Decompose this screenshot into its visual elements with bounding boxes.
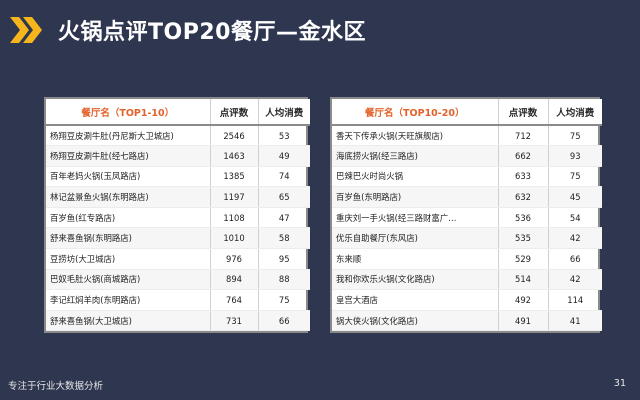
footer-tagline: 专注于行业大数据分析 [8,381,104,392]
restaurant-name: 舒来喜鱼锅(大卫城店) [46,310,210,332]
avg-spend: 114 [547,289,602,311]
column-header-reviews: 点评数 [497,99,548,126]
restaurant-name: 百岁鱼(东明路店) [332,186,498,208]
avg-spend: 58 [257,227,310,250]
restaurant-name: 皇宫大酒店 [332,289,498,311]
column-header-avg-spend: 人均消费 [547,99,602,126]
table-row: 巴辣巴火时尚火锅 633 75 [332,166,602,188]
review-count: 976 [209,248,258,270]
table-row: 百岁鱼(东明路店) 632 45 [332,186,602,208]
review-count: 1197 [209,186,258,208]
table-row: 巴奴毛肚火锅(商城路店) 894 88 [46,269,310,291]
table-row: 杨翔豆皮涮牛肚(经七路店) 1463 49 [46,145,310,167]
avg-spend: 49 [257,145,310,167]
table-row: 我和你欢乐火锅(文化路店) 514 42 [332,269,602,291]
review-count: 529 [497,248,548,270]
column-header-restaurant: 餐厅名（TOP1-10） [46,99,210,126]
restaurant-name: 林记盆景鱼火锅(东明路店) [46,186,210,208]
avg-spend: 42 [547,269,602,291]
avg-spend: 42 [547,227,602,250]
review-count: 535 [497,227,548,250]
restaurant-name: 杨翔豆皮涮牛肚(经七路店) [46,145,210,167]
table-row: 优乐自助餐厅(东风店) 535 42 [332,227,602,250]
avg-spend: 88 [257,269,310,291]
avg-spend: 41 [547,310,602,332]
avg-spend: 66 [547,248,602,270]
avg-spend: 45 [547,186,602,208]
restaurant-name: 巴奴毛肚火锅(商城路店) [46,269,210,291]
restaurant-name: 百年老妈火锅(玉凤路店) [46,166,210,188]
avg-spend: 75 [547,125,602,147]
avg-spend: 54 [547,207,602,229]
restaurant-name: 巴辣巴火时尚火锅 [332,166,498,188]
table-row: 百年老妈火锅(玉凤路店) 1385 74 [46,166,310,188]
restaurant-name: 优乐自助餐厅(东风店) [332,227,498,250]
table-row: 舒来喜鱼锅(大卫城店) 731 66 [46,310,310,332]
review-count: 633 [497,166,548,188]
table-row: 李记红焖羊肉(东明路店) 764 75 [46,289,310,311]
table-row: 皇宫大酒店 492 114 [332,289,602,311]
avg-spend: 93 [547,145,602,167]
table-row: 海底捞火锅(经三路店) 662 93 [332,145,602,167]
review-count: 1010 [209,227,258,250]
review-count: 764 [209,289,258,311]
restaurant-name: 豆捞坊(大卫城店) [46,248,210,270]
restaurant-name: 李记红焖羊肉(东明路店) [46,289,210,311]
review-count: 1385 [209,166,258,188]
review-count: 662 [497,145,548,167]
review-count: 894 [209,269,258,291]
page-number: 31 [613,378,626,389]
table-row: 杨翔豆皮涮牛肚(丹尼斯大卫城店) 2546 53 [46,125,310,147]
review-count: 1108 [209,207,258,229]
review-count: 492 [497,289,548,311]
column-header-avg-spend: 人均消费 [257,99,310,126]
table-row: 香天下传承火锅(天旺旗舰店) 712 75 [332,125,602,147]
avg-spend: 75 [547,166,602,188]
table-row: 重庆刘一手火锅(经三路财富广… 536 54 [332,207,602,229]
table-row: 舒来喜鱼锅(东明路店) 1010 58 [46,227,310,250]
top10-20-table: 餐厅名（TOP10-20） 点评数 人均消费 香天下传承火锅(天旺旗舰店) 712… [330,97,602,334]
review-count: 514 [497,269,548,291]
restaurant-name: 东来顺 [332,248,498,270]
table-row: 锅大侠火锅(文化路店) 491 41 [332,310,602,332]
avg-spend: 53 [257,125,310,147]
table-row: 百岁鱼(红专路店) 1108 47 [46,207,310,229]
avg-spend: 65 [257,186,310,208]
avg-spend: 66 [257,310,310,332]
review-count: 632 [497,186,548,208]
table-row: 东来顺 529 66 [332,248,602,270]
review-count: 712 [497,125,548,147]
avg-spend: 95 [257,248,310,270]
restaurant-name: 舒来喜鱼锅(东明路店) [46,227,210,250]
restaurant-name: 重庆刘一手火锅(经三路财富广… [332,207,498,229]
restaurant-name: 百岁鱼(红专路店) [46,207,210,229]
double-chevron-icon [10,17,48,43]
review-count: 491 [497,310,548,332]
restaurant-name: 海底捞火锅(经三路店) [332,145,498,167]
restaurant-name: 我和你欢乐火锅(文化路店) [332,269,498,291]
restaurant-name: 香天下传承火锅(天旺旗舰店) [332,125,498,147]
table-header-row: 餐厅名（TOP10-20） 点评数 人均消费 [332,99,602,126]
review-count: 731 [209,310,258,332]
review-count: 2546 [209,125,258,147]
restaurant-name: 锅大侠火锅(文化路店) [332,310,498,332]
title-row: 火锅点评TOP20餐厅—金水区 [10,10,366,50]
restaurant-name: 杨翔豆皮涮牛肚(丹尼斯大卫城店) [46,125,210,147]
avg-spend: 74 [257,166,310,188]
table-row: 林记盆景鱼火锅(东明路店) 1197 65 [46,186,310,208]
column-header-restaurant: 餐厅名（TOP10-20） [332,99,498,126]
review-count: 1463 [209,145,258,167]
table-row: 豆捞坊(大卫城店) 976 95 [46,248,310,270]
avg-spend: 47 [257,207,310,229]
avg-spend: 75 [257,289,310,311]
table-header-row: 餐厅名（TOP1-10） 点评数 人均消费 [46,99,310,126]
page-title: 火锅点评TOP20餐厅—金水区 [58,20,366,45]
top1-10-table: 餐厅名（TOP1-10） 点评数 人均消费 杨翔豆皮涮牛肚(丹尼斯大卫城店) 25… [44,97,310,334]
review-count: 536 [497,207,548,229]
column-header-reviews: 点评数 [209,99,258,126]
